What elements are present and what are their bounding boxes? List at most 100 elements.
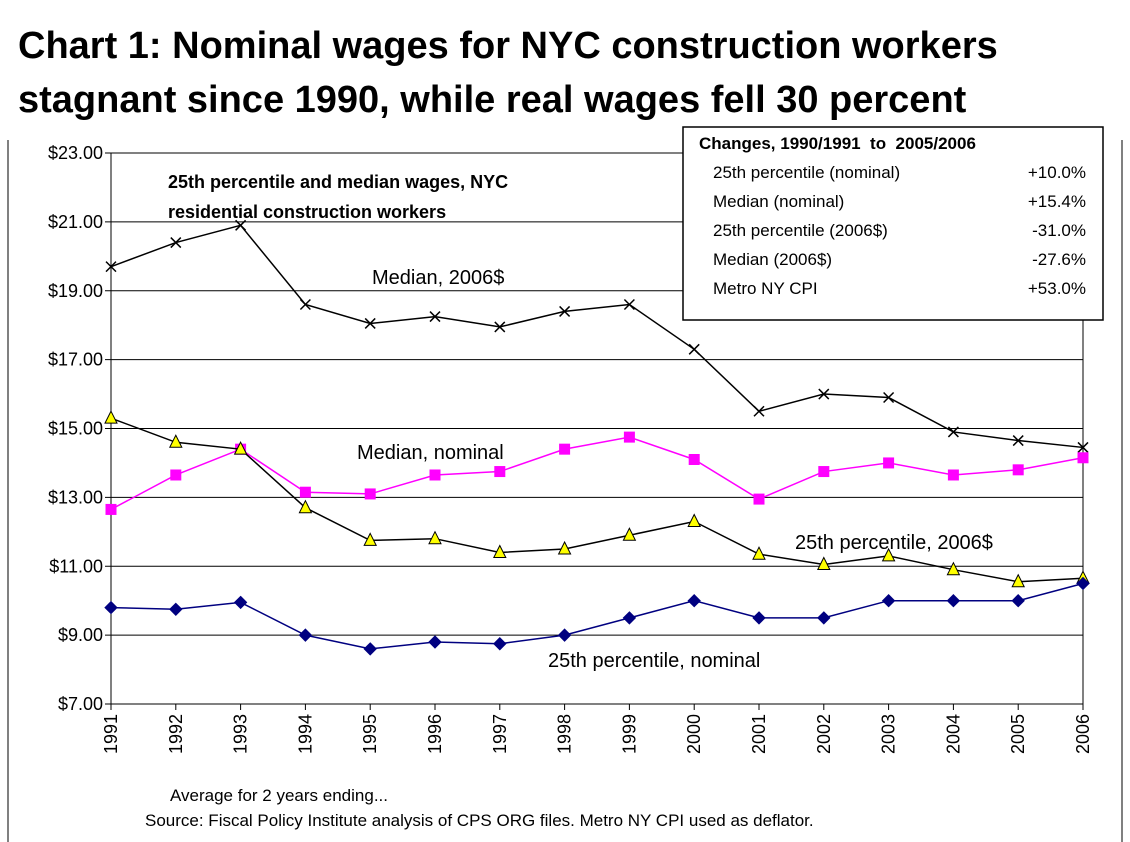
series-line — [110, 582, 1084, 650]
y-tick-label: $21.00 — [48, 212, 103, 232]
x-tick-label: 2002 — [814, 714, 834, 754]
marker — [168, 434, 183, 448]
y-tick-label: $19.00 — [48, 281, 103, 301]
marker — [687, 513, 702, 527]
marker — [883, 391, 895, 404]
changes-value: -31.0% — [1032, 221, 1086, 240]
marker — [494, 321, 506, 333]
plot-border — [110, 152, 1084, 705]
marker — [299, 298, 311, 311]
chart-title: stagnant since 1990, while real wages fe… — [18, 79, 967, 121]
series-line — [110, 224, 1084, 449]
marker — [105, 503, 117, 515]
x-tick-label: 2001 — [749, 714, 769, 754]
x-tick-label: 2006 — [1073, 714, 1093, 754]
marker — [235, 219, 247, 231]
marker — [559, 443, 571, 455]
marker — [233, 595, 248, 610]
y-tick-label: $17.00 — [48, 350, 103, 370]
x-tick-label: 1998 — [555, 714, 575, 754]
marker — [622, 527, 637, 541]
marker — [687, 593, 701, 608]
marker — [1077, 452, 1089, 464]
marker — [1076, 576, 1090, 591]
marker — [752, 546, 766, 560]
marker — [881, 593, 896, 608]
marker — [299, 486, 311, 498]
x-tick-label: 2003 — [879, 714, 899, 754]
y-tick-label: $13.00 — [48, 487, 103, 507]
marker — [752, 611, 766, 625]
y-tick-label: $23.00 — [48, 143, 103, 163]
marker — [818, 466, 830, 478]
x-tick-label: 2000 — [684, 714, 704, 754]
marker — [1012, 464, 1024, 476]
marker — [104, 410, 118, 424]
marker — [816, 556, 831, 571]
marker — [105, 261, 117, 273]
x-tick-label: 1991 — [101, 714, 121, 754]
marker — [557, 540, 572, 555]
marker — [104, 600, 118, 615]
marker — [428, 635, 442, 649]
changes-box — [682, 126, 1104, 321]
marker — [233, 441, 248, 455]
series-line — [110, 436, 1084, 511]
marker — [947, 426, 959, 438]
changes-value: +53.0% — [1028, 279, 1086, 298]
x-tick-label: 1993 — [231, 714, 251, 754]
marker — [364, 317, 376, 329]
marker — [883, 457, 895, 469]
marker — [170, 237, 182, 249]
marker — [428, 530, 442, 545]
marker — [753, 405, 765, 417]
marker — [946, 593, 961, 608]
y-tick-label: $7.00 — [58, 694, 103, 714]
marker — [817, 611, 831, 625]
changes-label: Median (2006$) — [713, 250, 832, 269]
x-axis-label: Average for 2 years ending... — [170, 786, 388, 805]
marker — [170, 469, 182, 481]
series-label: 25th percentile, 2006$ — [795, 532, 993, 554]
marker — [1011, 593, 1025, 608]
marker — [881, 547, 896, 562]
marker — [298, 499, 313, 514]
marker — [559, 305, 571, 317]
changes-value: +10.0% — [1028, 163, 1086, 182]
series-label: Median, 2006$ — [372, 267, 504, 289]
x-tick-label: 1997 — [490, 714, 510, 754]
changes-value: +15.4% — [1028, 192, 1086, 211]
marker — [492, 544, 507, 558]
y-tick-label: $9.00 — [58, 625, 103, 645]
marker — [947, 469, 959, 481]
marker — [688, 343, 700, 355]
changes-title: Changes, 1990/1991 to 2005/2006 — [699, 134, 976, 153]
marker — [363, 642, 377, 656]
marker — [298, 628, 313, 642]
x-tick-label: 1996 — [425, 714, 445, 754]
marker — [1011, 573, 1026, 588]
marker — [622, 611, 637, 625]
series-label: 25th percentile, nominal — [548, 650, 760, 672]
x-tick-label: 2004 — [943, 714, 963, 754]
source: Source: Fiscal Policy Institute analysis… — [145, 811, 814, 830]
marker — [623, 298, 635, 311]
subtitle: 25th percentile and median wages, NYC — [168, 172, 508, 192]
y-tick-label: $15.00 — [48, 419, 103, 439]
x-tick-label: 1995 — [360, 714, 380, 754]
marker — [818, 388, 830, 400]
marker — [753, 493, 765, 505]
changes-value: -27.6% — [1032, 250, 1086, 269]
x-tick-label: 2005 — [1008, 714, 1028, 754]
x-tick-label: 1992 — [166, 714, 186, 754]
marker — [946, 561, 961, 576]
y-tick-label: $11.00 — [49, 556, 103, 576]
marker — [429, 469, 441, 481]
changes-label: Median (nominal) — [713, 192, 844, 211]
marker — [557, 628, 572, 642]
marker — [1077, 441, 1089, 453]
series-label: Median, nominal — [357, 442, 504, 464]
marker — [169, 602, 183, 617]
